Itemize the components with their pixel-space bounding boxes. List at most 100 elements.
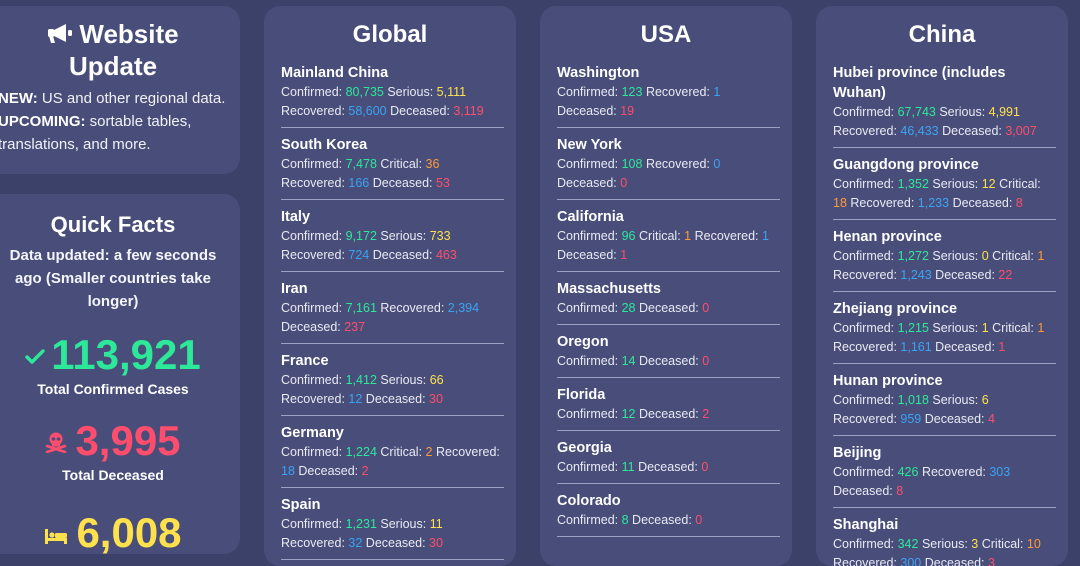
confirmed-label: Confirmed:	[557, 407, 622, 421]
confirmed-label: Confirmed:	[833, 393, 898, 407]
deceased-label: Deceased:	[372, 248, 436, 262]
usa-list-item: Washington Confirmed: 123 Recovered: 1 De…	[557, 63, 780, 128]
update-title-line2: Update	[68, 51, 158, 81]
deceased-value: 0	[702, 354, 710, 368]
confirmed-label: Confirmed:	[833, 249, 898, 263]
region-name: Oregon	[557, 334, 609, 350]
recovered-label: Recovered:	[281, 248, 349, 262]
critical-value: 1	[1037, 249, 1045, 263]
confirmed-label: Confirmed:	[557, 85, 622, 99]
deceased-label: Deceased:	[632, 513, 696, 527]
region-stats: Confirmed: 28 Deceased: 0	[557, 299, 780, 318]
china-list: Hubei province (includes Wuhan) Confirmed…	[816, 63, 1068, 566]
usa-list-item: Massachusetts Confirmed: 28 Deceased: 0	[557, 272, 780, 325]
deceased-value: 8	[896, 484, 904, 498]
china-list-item: Hunan province Confirmed: 1,018 Serious: …	[833, 364, 1056, 436]
confirmed-value: 12	[621, 407, 636, 421]
recovered-value: 0	[713, 157, 721, 171]
deceased-label: Deceased:	[952, 196, 1016, 210]
region-name: California	[557, 209, 624, 225]
confirmed-value: 9,172	[345, 229, 377, 243]
region-stats: Confirmed: 1,412 Serious: 66 Recovered: …	[281, 371, 504, 409]
update-title: Website Update	[0, 18, 240, 82]
update-body: NEW: US and other regional data. UPCOMIN…	[0, 87, 240, 156]
region-stats: Confirmed: 1,018 Serious: 6 Recovered: 9…	[833, 391, 1056, 429]
china-list-item: Henan province Confirmed: 1,272 Serious: …	[833, 220, 1056, 292]
recovered-value: 724	[348, 248, 370, 262]
recovered-value: 46,433	[900, 124, 939, 138]
region-stats: Confirmed: 1,231 Serious: 11 Recovered: …	[281, 515, 504, 553]
recovered-value: 1	[762, 229, 769, 243]
confirmed-value: 1,272	[897, 249, 929, 263]
global-list-item: Iran Confirmed: 7,161 Recovered: 2,394 De…	[281, 272, 504, 344]
region-name: Hunan province	[833, 373, 943, 389]
recovered-value: 2,394	[447, 301, 480, 315]
usa-list-item: Georgia Confirmed: 11 Deceased: 0	[557, 431, 780, 484]
confirmed-label: Confirmed:	[281, 157, 346, 171]
confirmed-label: Confirmed:	[557, 229, 622, 243]
recovered-value: 32	[348, 536, 363, 550]
confirmed-label: Confirmed:	[557, 354, 622, 368]
quick-facts-card: Quick Facts Data updated: a few seconds …	[0, 194, 240, 554]
recovered-label: Recovered:	[850, 196, 918, 210]
serious-value: 11	[429, 517, 443, 531]
confirmed-value: 28	[621, 301, 636, 315]
region-stats: Confirmed: 7,161 Recovered: 2,394 Deceas…	[281, 299, 504, 337]
critical-label: Critical:	[639, 229, 685, 243]
region-stats: Confirmed: 12 Deceased: 2	[557, 405, 780, 424]
deceased-label: Deceased:	[298, 464, 362, 478]
region-name: Hubei province (includes Wuhan)	[833, 65, 1006, 101]
recovered-value: 166	[348, 176, 370, 190]
upcoming-label: UPCOMING:	[0, 113, 86, 130]
confirmed-label: Confirmed:	[557, 157, 622, 171]
deceased-value-row: 3,995	[0, 417, 240, 463]
confirmed-label: Confirmed:	[281, 373, 346, 387]
deceased-stat: 3,995 Total Deceased	[0, 417, 240, 483]
confirmed-label: Confirmed:	[833, 105, 898, 119]
deceased-value: 8	[1015, 196, 1023, 210]
critical-value: 18	[833, 196, 847, 210]
region-name: Spain	[281, 497, 321, 513]
serious-label: Serious:	[387, 85, 437, 99]
deceased-value: 0	[695, 513, 703, 527]
recovered-value: 1,161	[900, 340, 932, 354]
deceased-label: Deceased:	[281, 320, 345, 334]
serious-label: Serious:	[932, 177, 982, 191]
confirmed-label: Confirmed:	[281, 229, 346, 243]
recovered-value: 6,008	[76, 509, 182, 555]
megaphone-icon	[47, 20, 75, 44]
serious-value: 1	[981, 321, 989, 335]
confirmed-value: 1,231	[345, 517, 377, 531]
serious-value: 733	[429, 229, 451, 243]
recovered-value: 18	[281, 464, 295, 478]
deceased-label: Deceased:	[935, 340, 999, 354]
deceased-value: 30	[429, 392, 443, 406]
confirmed-label: Confirmed:	[281, 301, 346, 315]
region-stats: Confirmed: 426 Recovered: 303 Deceased: …	[833, 463, 1056, 501]
confirmed-label: Confirmed:	[833, 177, 898, 191]
serious-label: Serious:	[380, 517, 430, 531]
region-stats: Confirmed: 14 Deceased: 0	[557, 352, 780, 371]
deceased-label: Deceased:	[833, 484, 897, 498]
recovered-value: 12	[348, 392, 363, 406]
recovered-value: 303	[989, 465, 1011, 479]
confirmed-label: Confirmed:	[557, 513, 622, 527]
critical-value: 1	[1037, 321, 1045, 335]
confirmed-label: Total Confirmed Cases	[37, 381, 189, 397]
critical-label: Critical:	[999, 177, 1041, 191]
deceased-value: 3,995	[75, 417, 181, 464]
confirmed-value: 1,224	[345, 445, 377, 459]
update-title-line1: Website	[79, 19, 179, 49]
region-stats: Confirmed: 1,272 Serious: 0 Critical: 1 …	[833, 247, 1056, 285]
deceased-value: 4	[987, 412, 995, 426]
region-stats: Confirmed: 7,478 Critical: 36 Recovered:…	[281, 155, 504, 193]
new-label: NEW:	[0, 90, 38, 107]
region-stats: Confirmed: 11 Deceased: 0	[557, 458, 780, 477]
deceased-value: 0	[620, 176, 628, 190]
region-stats: Confirmed: 67,743 Serious: 4,991 Recover…	[833, 103, 1056, 141]
confirmed-stat: 113,921 Total Confirmed Cases	[0, 329, 240, 397]
recovered-value: 959	[900, 412, 922, 426]
serious-value: 12	[981, 177, 996, 191]
recovered-label: Recovered:	[281, 536, 349, 550]
global-list-item: Germany Confirmed: 1,224 Critical: 2 Reco…	[281, 416, 504, 488]
